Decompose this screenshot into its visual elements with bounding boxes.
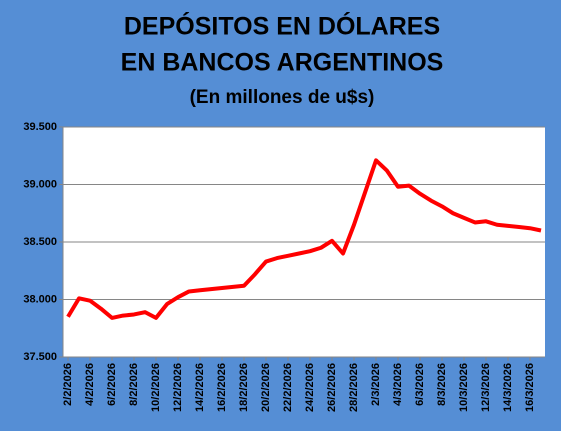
x-tick-label: 10/2/2026 — [150, 363, 162, 412]
x-tick-label: 18/2/2026 — [238, 363, 250, 412]
x-tick-label: 4/3/2026 — [392, 363, 404, 406]
y-tick-label: 39.000 — [23, 178, 57, 190]
x-tick-label: 14/2/2026 — [194, 363, 206, 412]
x-tick-label: 6/2/2026 — [106, 363, 118, 406]
y-tick-label: 39.500 — [23, 121, 57, 133]
y-tick-label: 38.000 — [23, 293, 57, 305]
x-tick-label: 2/3/2026 — [370, 363, 382, 406]
x-tick-label: 6/3/2026 — [414, 363, 426, 406]
chart-subtitle: (En millones de u$s) — [190, 87, 375, 108]
x-tick-label: 22/2/2026 — [282, 363, 294, 412]
x-tick-label: 16/2/2026 — [216, 363, 228, 412]
x-tick-label: 10/3/2026 — [458, 363, 470, 412]
y-tick-label: 38.500 — [23, 236, 57, 248]
x-tick-label: 8/3/2026 — [436, 363, 448, 406]
x-tick-label: 4/2/2026 — [84, 363, 96, 406]
x-tick-label: 12/3/2026 — [480, 363, 492, 412]
x-tick-label: 28/2/2026 — [348, 363, 360, 412]
x-tick-label: 2/2/2026 — [62, 363, 74, 406]
x-tick-label: 8/2/2026 — [128, 363, 140, 406]
chart-title: EN BANCOS ARGENTINOS — [121, 49, 444, 77]
x-tick-label: 20/2/2026 — [260, 363, 272, 412]
x-tick-label: 24/2/2026 — [304, 363, 316, 412]
x-tick-label: 12/2/2026 — [172, 363, 184, 412]
y-tick-label: 37.500 — [23, 351, 57, 363]
x-tick-label: 16/3/2026 — [524, 363, 536, 412]
data-line — [66, 158, 542, 320]
chart-title: DEPÓSITOS EN DÓLARES — [124, 11, 440, 41]
x-tick-label: 14/3/2026 — [502, 363, 514, 412]
x-tick-label: 26/2/2026 — [326, 363, 338, 412]
